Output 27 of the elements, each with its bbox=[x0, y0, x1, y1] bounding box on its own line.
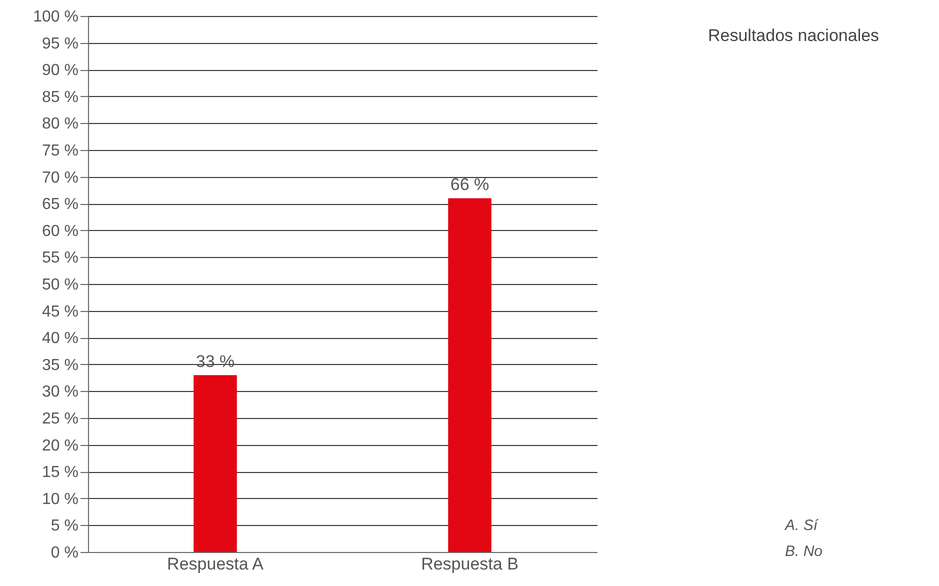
y-tick-label: 75 % bbox=[42, 142, 78, 160]
y-tick-label: 50 % bbox=[42, 276, 78, 294]
y-tick-label: 0 % bbox=[50, 544, 78, 562]
y-tick-label: 80 % bbox=[42, 116, 78, 133]
y-tick-label: 60 % bbox=[42, 222, 78, 240]
y-tick-label: 90 % bbox=[42, 62, 78, 80]
text: Resultados nacionales bbox=[708, 26, 880, 45]
y-tick-label: 45 % bbox=[42, 303, 78, 320]
y-tick-label: 30 % bbox=[42, 384, 78, 401]
y-tick-label: 15 % bbox=[42, 464, 78, 482]
x-tick-label: Respuesta A bbox=[167, 554, 264, 574]
y-tick-label: 35 % bbox=[42, 356, 78, 374]
y-tick-label: 85 % bbox=[42, 88, 78, 106]
y-tick-label: 40 % bbox=[42, 330, 78, 348]
y-tick-label: 20 % bbox=[42, 437, 78, 454]
y-tick-label: 95 % bbox=[42, 35, 78, 52]
text: B. No bbox=[785, 543, 823, 560]
x-tick-label: Respuesta B bbox=[421, 554, 518, 574]
y-tick-label: 100 % bbox=[33, 8, 78, 26]
data-label: 66 % bbox=[450, 175, 490, 194]
y-tick-label: 10 % bbox=[42, 490, 78, 508]
y-tick-label: 65 % bbox=[42, 196, 78, 214]
y-tick-label: 5 % bbox=[50, 518, 78, 535]
y-tick-label: 55 % bbox=[42, 250, 78, 267]
y-tick-label: 25 % bbox=[42, 410, 78, 428]
y-tick-label: 70 % bbox=[42, 169, 78, 186]
text: A. Sí bbox=[784, 517, 820, 534]
